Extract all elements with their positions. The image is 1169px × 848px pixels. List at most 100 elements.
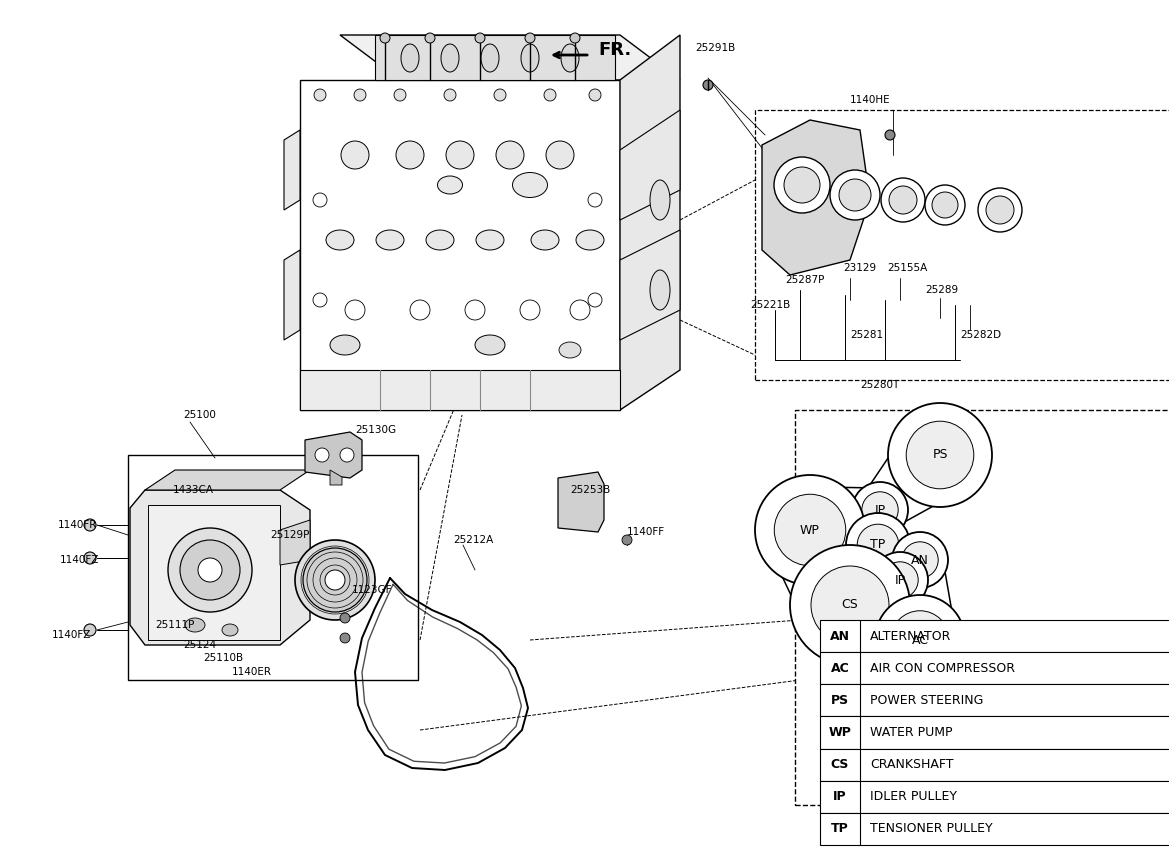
Circle shape	[314, 89, 326, 101]
Ellipse shape	[330, 335, 360, 355]
Polygon shape	[284, 250, 300, 340]
Text: 25155A: 25155A	[887, 263, 927, 273]
Text: CS: CS	[831, 758, 849, 771]
Text: 25281: 25281	[850, 330, 883, 340]
Bar	[755, 110, 1169, 380]
Circle shape	[932, 192, 959, 218]
Circle shape	[852, 482, 908, 538]
Polygon shape	[148, 505, 281, 640]
Circle shape	[755, 475, 865, 585]
Text: WP: WP	[800, 523, 819, 537]
Ellipse shape	[426, 230, 454, 250]
Bar	[819, 684, 1169, 717]
Circle shape	[862, 492, 898, 528]
Text: PS: PS	[831, 694, 849, 707]
Circle shape	[881, 561, 918, 598]
Circle shape	[888, 186, 916, 214]
Ellipse shape	[441, 44, 459, 72]
Polygon shape	[305, 432, 362, 478]
Circle shape	[394, 89, 406, 101]
Circle shape	[589, 89, 601, 101]
Ellipse shape	[480, 44, 499, 72]
Text: CRANKSHAFT: CRANKSHAFT	[870, 758, 954, 771]
Text: AIR CON COMPRESSOR: AIR CON COMPRESSOR	[870, 661, 1015, 675]
Text: 1140FR: 1140FR	[58, 520, 97, 530]
Bar	[819, 717, 1169, 749]
Polygon shape	[330, 470, 343, 485]
Text: 25280T: 25280T	[860, 380, 899, 390]
Circle shape	[876, 595, 964, 685]
Text: PS: PS	[932, 449, 948, 461]
Circle shape	[84, 519, 96, 531]
Circle shape	[784, 167, 819, 203]
Bar	[819, 813, 1169, 845]
Text: 25212A: 25212A	[454, 535, 493, 545]
Circle shape	[925, 185, 964, 225]
Circle shape	[622, 535, 632, 545]
Ellipse shape	[559, 342, 581, 358]
Text: 25100: 25100	[184, 410, 216, 420]
Circle shape	[846, 513, 909, 577]
Ellipse shape	[650, 270, 670, 310]
Ellipse shape	[531, 230, 559, 250]
Text: 1140FZ: 1140FZ	[51, 630, 91, 640]
Circle shape	[703, 80, 713, 90]
Polygon shape	[145, 470, 310, 490]
Polygon shape	[284, 130, 300, 210]
Ellipse shape	[475, 335, 505, 355]
Bar	[795, 410, 1169, 805]
Text: AC: AC	[912, 633, 928, 646]
Text: 25130G: 25130G	[355, 425, 396, 435]
Circle shape	[885, 130, 895, 140]
Polygon shape	[300, 370, 620, 410]
Text: 1433CA: 1433CA	[173, 485, 214, 495]
Text: 25221B: 25221B	[750, 300, 790, 310]
Circle shape	[380, 33, 390, 43]
Ellipse shape	[576, 230, 604, 250]
Text: AN: AN	[911, 554, 929, 566]
Text: AC: AC	[831, 661, 850, 675]
Circle shape	[198, 558, 222, 582]
Text: IP: IP	[833, 790, 846, 803]
Circle shape	[494, 89, 506, 101]
Ellipse shape	[401, 44, 419, 72]
Circle shape	[340, 448, 354, 462]
Text: 25282D: 25282D	[960, 330, 1001, 340]
Circle shape	[906, 421, 974, 488]
Circle shape	[496, 141, 524, 169]
Circle shape	[180, 540, 240, 600]
Circle shape	[465, 300, 485, 320]
Text: TENSIONER PULLEY: TENSIONER PULLEY	[870, 823, 992, 835]
Text: 1140ER: 1140ER	[231, 667, 272, 677]
Text: CS: CS	[842, 599, 858, 611]
Circle shape	[325, 570, 345, 590]
Text: IP: IP	[874, 504, 886, 516]
Text: 25129P: 25129P	[270, 530, 310, 540]
Ellipse shape	[376, 230, 404, 250]
Circle shape	[341, 141, 369, 169]
Circle shape	[168, 528, 253, 612]
Text: 25291B: 25291B	[696, 43, 735, 53]
Text: FR.: FR.	[599, 41, 631, 59]
Polygon shape	[281, 520, 310, 565]
Ellipse shape	[521, 44, 539, 72]
Bar	[819, 749, 1169, 781]
Circle shape	[426, 33, 435, 43]
Ellipse shape	[222, 624, 238, 636]
Polygon shape	[620, 230, 680, 340]
Circle shape	[546, 141, 574, 169]
Circle shape	[901, 542, 939, 578]
Polygon shape	[300, 80, 620, 410]
Ellipse shape	[512, 172, 547, 198]
Ellipse shape	[476, 230, 504, 250]
Circle shape	[570, 33, 580, 43]
Text: 23129: 23129	[843, 263, 876, 273]
Text: ALTERNATOR: ALTERNATOR	[870, 629, 952, 643]
Circle shape	[881, 178, 925, 222]
Circle shape	[888, 403, 992, 507]
Text: POWER STEERING: POWER STEERING	[870, 694, 983, 707]
Circle shape	[978, 188, 1022, 232]
Circle shape	[857, 524, 899, 566]
Circle shape	[447, 141, 473, 169]
Circle shape	[544, 89, 556, 101]
